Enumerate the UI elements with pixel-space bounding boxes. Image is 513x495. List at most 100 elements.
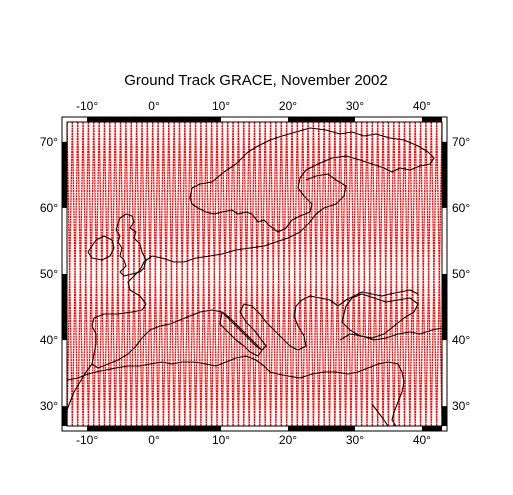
lat-tick-label-left: 40° [40, 333, 58, 347]
lon-tick-label-top: 0° [148, 99, 160, 113]
frame-bar-top [87, 117, 155, 122]
frame-bar-left [62, 141, 67, 208]
descending-track [339, 122, 347, 426]
descending-track [419, 122, 427, 426]
descending-track [377, 122, 384, 426]
coast-levant [391, 363, 405, 426]
descending-track [237, 122, 245, 426]
descending-track [178, 122, 186, 426]
descending-track [269, 122, 277, 426]
descending-track [77, 122, 84, 426]
descending-track [328, 122, 336, 426]
frame-bar-left [62, 274, 67, 341]
descending-track [409, 122, 416, 426]
descending-track [312, 122, 320, 426]
lon-tick-label-top: 10° [212, 99, 230, 113]
descending-track [168, 122, 175, 426]
descending-track [318, 122, 325, 426]
descending-track [382, 122, 390, 426]
frame-bar-bottom [154, 426, 222, 431]
coast-baltic [151, 173, 347, 263]
descending-track [393, 122, 400, 426]
descending-track [264, 122, 272, 426]
descending-track [189, 122, 197, 426]
descending-track [157, 122, 165, 426]
descending-track [291, 122, 299, 426]
descending-track [430, 122, 438, 426]
lon-tick-label-bottom: 40° [413, 433, 431, 447]
descending-track [414, 122, 422, 426]
satellite-ground-tracks [67, 122, 442, 426]
descending-track [184, 122, 191, 426]
descending-track [67, 122, 74, 426]
descending-track [227, 122, 234, 426]
lat-tick-label-left: 70° [40, 135, 58, 149]
descending-track [344, 122, 352, 426]
lat-tick-label-left: 60° [40, 201, 58, 215]
descending-track [435, 122, 442, 426]
descending-track [259, 122, 266, 426]
lat-tick-label-left: 30° [40, 399, 58, 413]
descending-track [210, 122, 218, 426]
frame-bar-left [62, 406, 67, 426]
descending-track [119, 122, 127, 426]
descending-track [205, 122, 213, 426]
lat-tick-label-right: 50° [452, 267, 470, 281]
lon-tick-label-top: 20° [279, 99, 297, 113]
frame-bar-bottom [287, 426, 355, 431]
lon-tick-label-bottom: 20° [279, 433, 297, 447]
descending-track [296, 122, 304, 426]
lon-tick-label-bottom: 30° [346, 433, 364, 447]
frame-bar-right [442, 406, 447, 426]
descending-track [232, 122, 240, 426]
descending-track [87, 122, 95, 426]
descending-track [173, 122, 181, 426]
latitude-labels-right: 70° 60° 50° 40° 30° [452, 135, 470, 413]
descending-track [146, 122, 154, 426]
descending-track [248, 122, 256, 426]
coast-italy [219, 311, 263, 357]
lon-tick-label-bottom: 0° [148, 433, 160, 447]
coast-europe-west [91, 255, 419, 369]
descending-track [141, 122, 149, 426]
map-title: Ground Track GRACE, November 2002 [124, 72, 387, 89]
coast-black-sea [341, 293, 419, 339]
frame-bar-bottom [421, 426, 442, 431]
descending-track [71, 122, 79, 426]
descending-track [82, 122, 90, 426]
coast-iberia-south [67, 363, 93, 411]
descending-track [162, 122, 170, 426]
coast-red-sea [371, 403, 389, 426]
frame-bar-right [442, 141, 447, 208]
descending-track [398, 122, 406, 426]
descending-track [125, 122, 132, 426]
descending-track [109, 122, 116, 426]
frame-bar-top [421, 117, 442, 122]
descending-track [135, 122, 143, 426]
coast-ireland [87, 235, 115, 261]
lon-tick-label-bottom: 10° [212, 433, 230, 447]
frame-bar-right [442, 274, 447, 341]
coast-north-africa [67, 355, 399, 381]
lat-tick-label-right: 40° [452, 333, 470, 347]
coast-anatolia [339, 327, 442, 341]
descending-track [200, 122, 207, 426]
descending-track [103, 122, 111, 426]
descending-track [323, 122, 331, 426]
coast-great-britain [115, 213, 147, 277]
frame-bar-top [154, 117, 222, 122]
map-frame-ticks [62, 117, 447, 431]
lon-tick-label-bottom: -10° [76, 433, 98, 447]
descending-track [98, 122, 106, 426]
frame-bar-bottom [87, 426, 155, 431]
frame-bar-top [287, 117, 355, 122]
descending-track [425, 122, 432, 426]
lat-tick-label-right: 70° [452, 135, 470, 149]
descending-track [403, 122, 411, 426]
descending-track [275, 122, 282, 426]
descending-track [350, 122, 357, 426]
descending-track [93, 122, 100, 426]
descending-track [285, 122, 293, 426]
coast-scandinavia [189, 127, 435, 233]
